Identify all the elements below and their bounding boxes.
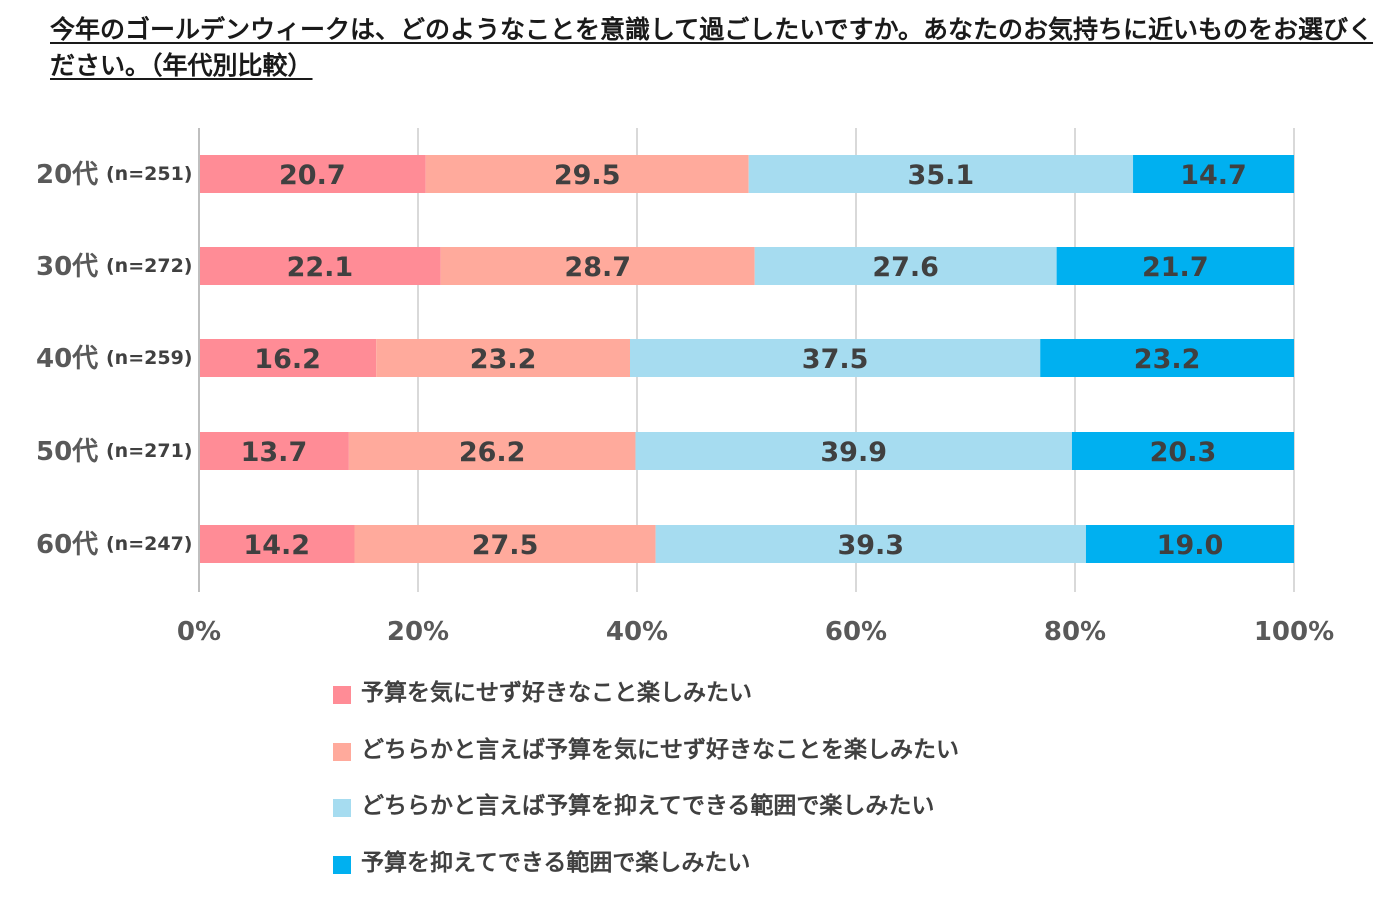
bar-segment xyxy=(1085,525,1294,563)
bar-segment xyxy=(199,155,426,193)
bar-segment xyxy=(754,247,1057,285)
category-label: 40代 xyxy=(36,344,98,374)
data-label: 19.0 xyxy=(1157,530,1224,561)
legend-label: 予算を気にせず好きなこと楽しみたい xyxy=(361,680,752,706)
data-label: 27.5 xyxy=(472,530,539,561)
bar-segment xyxy=(199,339,377,377)
x-tick-label: 100% xyxy=(1254,617,1334,647)
bar-segment xyxy=(629,339,1041,377)
bar-segment xyxy=(348,432,636,470)
data-label: 14.2 xyxy=(243,530,310,561)
data-label: 39.3 xyxy=(837,530,904,561)
data-label: 35.1 xyxy=(908,160,975,191)
category-n-label: (n=259) xyxy=(106,347,192,369)
category-label: 30代 xyxy=(36,252,98,282)
category-n-label: (n=251) xyxy=(106,163,192,185)
data-label: 29.5 xyxy=(554,160,621,191)
data-label: 20.7 xyxy=(279,160,346,191)
x-tick-label: 80% xyxy=(1044,617,1106,647)
legend-swatch xyxy=(333,799,351,817)
x-tick-label: 40% xyxy=(606,617,668,647)
bar-segment xyxy=(655,525,1086,563)
legend-swatch xyxy=(333,742,351,761)
legend-label: 予算を抑えてできる範囲で楽しみたい xyxy=(361,849,751,876)
category-label: 20代 xyxy=(36,160,98,190)
data-label: 27.6 xyxy=(872,252,939,283)
category-n-label: (n=247) xyxy=(106,533,192,555)
data-label: 22.1 xyxy=(287,252,354,283)
category-n-label: (n=272) xyxy=(106,255,192,277)
bar-segment xyxy=(1071,432,1294,470)
data-label: 23.2 xyxy=(1134,344,1201,375)
data-label: 23.2 xyxy=(470,344,537,375)
data-label: 14.7 xyxy=(1180,160,1247,191)
legend-label: どちらかと言えば予算を気にせず好きなことを楽しみたい xyxy=(361,736,959,763)
data-label: 20.3 xyxy=(1150,437,1217,468)
data-label: 28.7 xyxy=(564,252,631,283)
legend-label: どちらかと言えば予算を抑えてできる範囲で楽しみたい xyxy=(361,793,935,819)
data-label: 16.2 xyxy=(254,344,321,375)
bar-segment xyxy=(354,525,656,563)
bar-segment xyxy=(199,432,349,470)
bar-segment xyxy=(1056,247,1294,285)
bar-segment xyxy=(199,247,441,285)
data-label: 37.5 xyxy=(802,344,869,375)
x-tick-label: 0% xyxy=(177,617,221,647)
category-label: 50代 xyxy=(36,437,98,467)
bar-segment xyxy=(199,525,355,563)
data-label: 39.9 xyxy=(820,437,887,468)
bar-segment xyxy=(440,247,755,285)
bar-segment xyxy=(376,339,630,377)
bar-segment xyxy=(1133,155,1294,193)
category-label: 60代 xyxy=(36,530,98,560)
data-label: 21.7 xyxy=(1142,252,1209,283)
x-tick-label: 20% xyxy=(387,617,449,647)
chart-title: 今年のゴールデンウィークは、どのようなことを意識して過ごしたいですか。あなたのお… xyxy=(50,15,1374,80)
bar-segment xyxy=(1040,339,1294,377)
bar-segment xyxy=(425,155,749,193)
data-label: 26.2 xyxy=(459,437,526,468)
data-label: 13.7 xyxy=(241,437,308,468)
category-n-label: (n=271) xyxy=(106,440,192,462)
x-tick-label: 60% xyxy=(825,617,887,647)
bar-segment xyxy=(748,155,1134,193)
legend-swatch xyxy=(333,855,351,874)
bar-segment xyxy=(635,432,1072,470)
legend-swatch xyxy=(333,686,351,704)
